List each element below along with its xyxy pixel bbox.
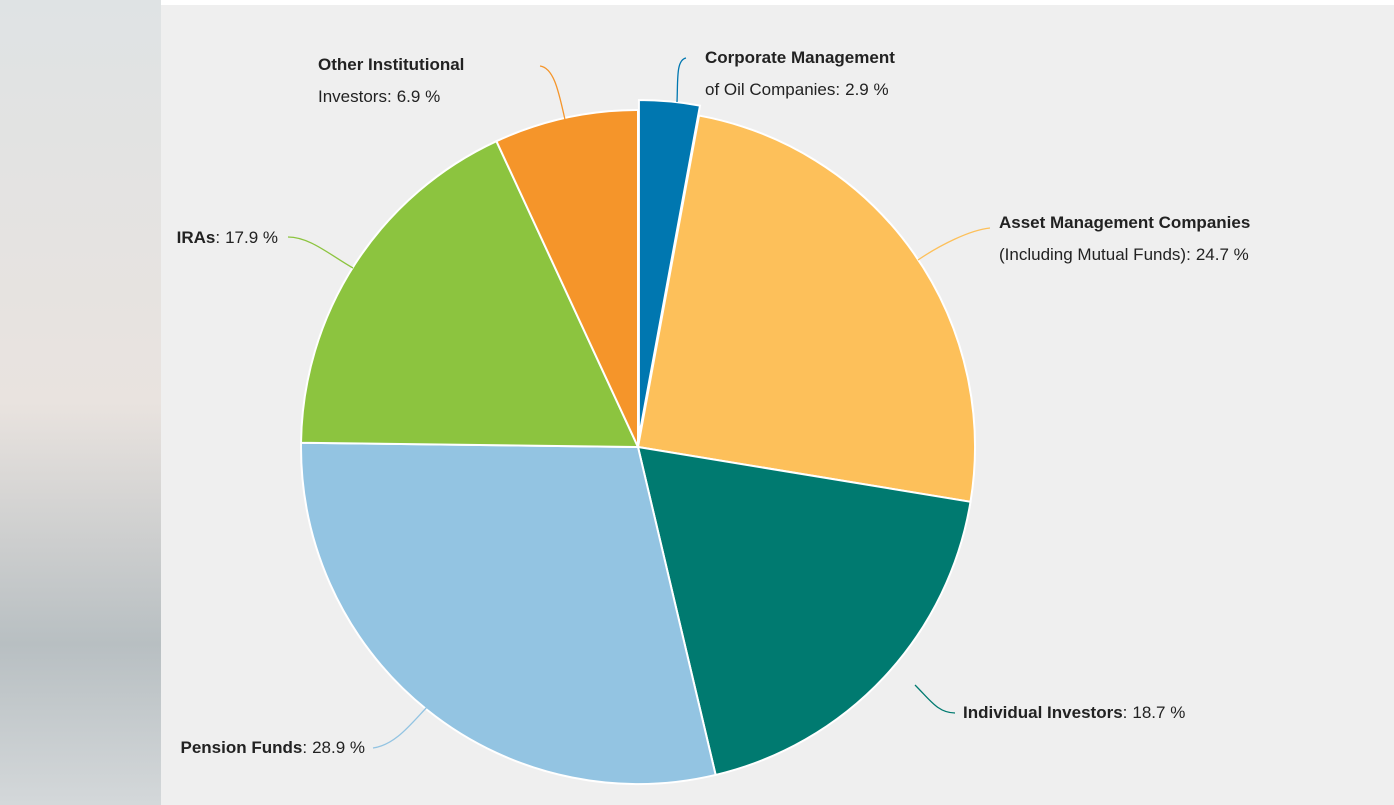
label-name: Pension Funds (180, 738, 302, 757)
label-separator: : (387, 87, 392, 106)
label-name: Other Institutional (318, 55, 464, 74)
label-separator: : (302, 738, 307, 757)
label-separator: : (1186, 245, 1191, 264)
label-separator: : (835, 80, 840, 99)
label-value: 24.7 % (1196, 245, 1249, 264)
label-name-rest: Investors (318, 87, 387, 106)
label-separator: : (215, 228, 220, 247)
label-name-rest: (Including Mutual Funds) (999, 245, 1186, 264)
label-value: 28.9 % (312, 738, 365, 757)
data-label: Individual Investors:18.7 % (963, 703, 1185, 722)
chart: Corporate Managementof Oil Companies:2.9… (0, 0, 1394, 805)
label-name: Asset Management Companies (999, 213, 1250, 232)
label-name: Individual Investors (963, 703, 1123, 722)
side-photo (0, 0, 161, 805)
data-label: IRAs:17.9 % (177, 228, 278, 247)
label-name: Corporate Management (705, 48, 895, 67)
label-value: 6.9 % (397, 87, 440, 106)
data-label: Pension Funds:28.9 % (180, 738, 365, 757)
label-value: 18.7 % (1132, 703, 1185, 722)
label-name: IRAs (177, 228, 216, 247)
label-value: 2.9 % (845, 80, 888, 99)
label-value: 17.9 % (225, 228, 278, 247)
label-name-rest: of Oil Companies (705, 80, 835, 99)
label-separator: : (1123, 703, 1128, 722)
